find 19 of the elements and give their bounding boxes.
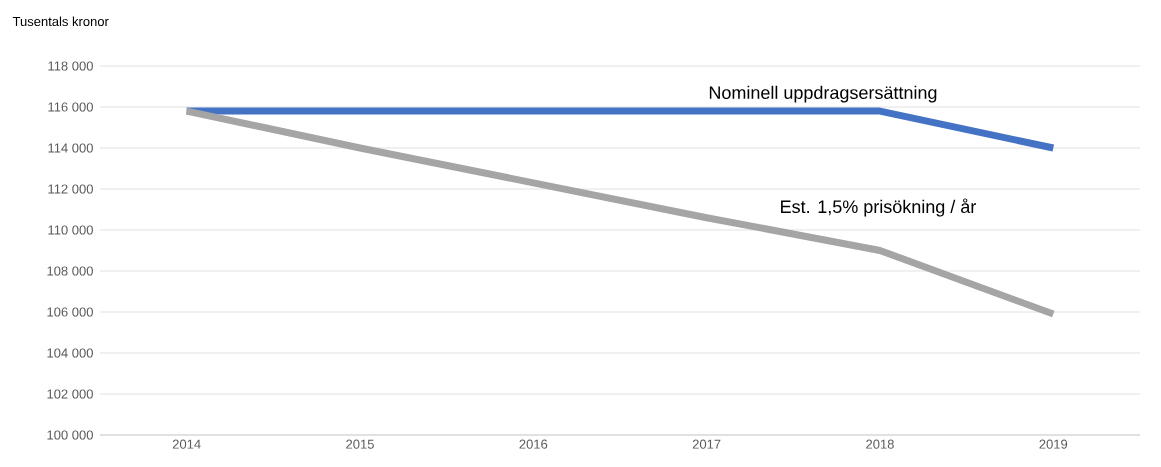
y-axis-title: Tusentals kronor	[12, 16, 109, 27]
y-tick-label: 104 000	[47, 348, 93, 358]
x-tick-label: 2019	[1039, 439, 1068, 449]
x-tick-label: 2016	[519, 439, 548, 449]
x-tick-label: 2015	[346, 439, 374, 449]
y-tick-label: 114 000	[48, 143, 93, 153]
y-tick-label: 102 000	[47, 389, 93, 399]
y-tick-label: 110 000	[48, 225, 93, 235]
series-label: Nominell uppdragsersättning	[709, 85, 937, 103]
y-tick-label: 108 000	[47, 266, 93, 276]
y-tick-label: 116 000	[48, 102, 93, 112]
y-tick-label: 118 000	[48, 61, 93, 71]
x-tick-label: 2014	[172, 439, 201, 449]
series-label: Est. 1,5% prisökning / år	[781, 198, 977, 217]
y-tick-label: 112 000	[48, 184, 93, 194]
y-tick-label: 106 000	[47, 307, 93, 317]
y-tick-label: 100 000	[47, 430, 93, 440]
x-tick-label: 2018	[866, 439, 894, 449]
x-tick-label: 2017	[692, 439, 721, 449]
